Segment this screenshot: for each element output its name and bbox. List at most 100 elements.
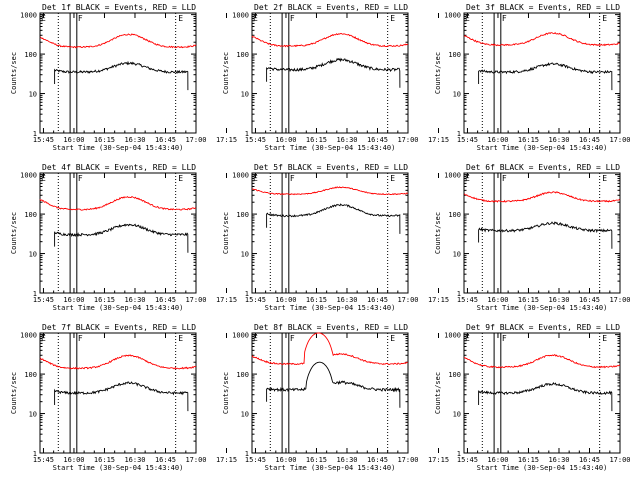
y-tick-label: 1000	[444, 12, 461, 20]
x-tick-label: 16:45	[367, 136, 388, 144]
x-axis-label: Start Time (30-Sep-04 15:43:40)	[53, 464, 184, 472]
events-series-line	[478, 382, 613, 412]
y-tick-label: 1000	[232, 332, 249, 340]
x-tick-label: 15:45	[457, 456, 478, 464]
x-axis-label: Start Time (30-Sep-04 15:43:40)	[477, 304, 608, 312]
x-tick-label: 17:15	[216, 296, 237, 304]
y-tick-label: 1	[33, 450, 37, 458]
event-marker-label: E	[390, 14, 395, 23]
panel-det-4f: Det 4f BLACK = Events, RED = LLD 1 10 100 10…	[10, 163, 237, 312]
y-tick-label: 10	[29, 251, 37, 259]
y-tick-label: 100	[236, 211, 249, 219]
x-tick-label: 16:00	[275, 296, 296, 304]
x-tick-label: 16:45	[579, 136, 600, 144]
panel-title: Det 2f BLACK = Events, RED = LLD	[254, 3, 408, 12]
panel-title: Det 7f BLACK = Events, RED = LLD	[42, 323, 196, 332]
x-tick-label: 16:30	[336, 136, 357, 144]
lld-series-line	[39, 33, 197, 49]
x-tick-label: 16:15	[306, 136, 327, 144]
x-tick-label: 17:00	[609, 456, 630, 464]
x-tick-label: 16:00	[63, 296, 84, 304]
lld-series-line	[252, 186, 409, 196]
event-marker-label: F	[290, 14, 295, 23]
x-tick-label: 16:00	[487, 296, 508, 304]
events-series-line	[54, 60, 189, 91]
x-tick-label: 17:00	[185, 456, 206, 464]
event-marker-label: F	[78, 174, 83, 183]
y-axis-label: Counts/sec	[434, 212, 442, 254]
panel-title: Det 1f BLACK = Events, RED = LLD	[42, 3, 196, 12]
x-tick-label: 17:00	[185, 296, 206, 304]
y-tick-label: 1000	[20, 172, 37, 180]
events-series-line	[54, 223, 189, 253]
event-marker-label: E	[178, 174, 183, 183]
panel-det-1f: Det 1f BLACK = Events, RED = LLD 1 10 100 10…	[10, 3, 237, 152]
x-axis-label: Start Time (30-Sep-04 15:43:40)	[477, 464, 608, 472]
event-marker-label: F	[78, 334, 83, 343]
event-marker-label: E	[253, 174, 258, 183]
y-tick-label: 100	[236, 51, 249, 59]
x-tick-label: 17:00	[397, 136, 418, 144]
lld-series-line	[463, 354, 621, 369]
x-axis-label: Start Time (30-Sep-04 15:43:40)	[477, 144, 608, 152]
x-tick-label: 16:30	[124, 296, 145, 304]
x-tick-label: 16:30	[548, 136, 569, 144]
x-tick-label: 17:15	[216, 136, 237, 144]
x-tick-label: 16:30	[336, 456, 357, 464]
event-marker-label: E	[41, 334, 46, 343]
panel-title: Det 6f BLACK = Events, RED = LLD	[466, 163, 620, 172]
y-tick-label: 1000	[444, 172, 461, 180]
y-tick-label: 100	[24, 371, 37, 379]
y-tick-label: 10	[241, 91, 249, 99]
x-axis-label: Start Time (30-Sep-04 15:43:40)	[265, 464, 396, 472]
y-axis-label: Counts/sec	[222, 372, 230, 414]
y-tick-label: 100	[448, 371, 461, 379]
plot-frame	[39, 332, 197, 454]
x-tick-label: 15:45	[245, 136, 266, 144]
panel-det-5f: Det 5f BLACK = Events, RED = LLD 1 10 100 10…	[222, 163, 449, 312]
y-tick-label: 1000	[444, 332, 461, 340]
y-tick-label: 10	[29, 411, 37, 419]
x-tick-label: 15:45	[33, 456, 54, 464]
y-tick-label: 100	[236, 371, 249, 379]
x-tick-label: 16:15	[94, 296, 115, 304]
y-tick-label: 10	[29, 91, 37, 99]
x-tick-label: 16:45	[155, 456, 176, 464]
event-marker-label: F	[502, 174, 507, 183]
event-marker-label: E	[178, 14, 183, 23]
event-marker-label: F	[502, 14, 507, 23]
y-axis-label: Counts/sec	[434, 372, 442, 414]
panel-det-6f: Det 6f BLACK = Events, RED = LLD 1 10 100 10…	[434, 163, 640, 312]
x-tick-label: 16:30	[124, 456, 145, 464]
x-axis-label: Start Time (30-Sep-04 15:43:40)	[265, 144, 396, 152]
y-tick-label: 1	[457, 290, 461, 298]
y-tick-label: 1	[245, 290, 249, 298]
plot-frame	[251, 332, 409, 454]
panel-title: Det 5f BLACK = Events, RED = LLD	[254, 163, 408, 172]
x-tick-label: 17:15	[216, 456, 237, 464]
plot-frame	[463, 332, 621, 454]
x-tick-label: 16:00	[275, 456, 296, 464]
y-tick-label: 10	[453, 91, 461, 99]
y-tick-label: 1000	[232, 172, 249, 180]
x-tick-label: 17:00	[609, 296, 630, 304]
x-tick-label: 16:00	[63, 136, 84, 144]
events-series-line	[54, 381, 189, 412]
events-series-line	[478, 221, 613, 249]
event-marker-label: E	[602, 14, 607, 23]
event-marker-label: E	[41, 14, 46, 23]
y-tick-label: 10	[453, 411, 461, 419]
x-tick-label: 16:15	[306, 456, 327, 464]
y-axis-label: Counts/sec	[434, 52, 442, 94]
y-tick-label: 1	[245, 450, 249, 458]
event-marker-label: F	[290, 334, 295, 343]
event-marker-label: E	[602, 174, 607, 183]
y-axis-label: Counts/sec	[10, 372, 18, 414]
plot-frame	[251, 172, 409, 294]
lld-series-line	[251, 332, 408, 366]
panel-title: Det 3f BLACK = Events, RED = LLD	[466, 3, 620, 12]
plot-frame	[39, 12, 197, 134]
x-tick-label: 15:45	[33, 136, 54, 144]
x-tick-label: 16:30	[548, 456, 569, 464]
